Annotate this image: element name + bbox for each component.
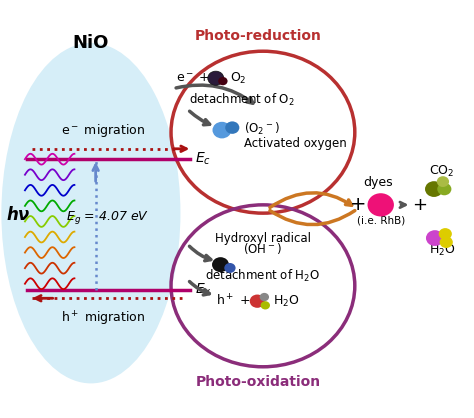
Text: Photo-oxidation: Photo-oxidation (196, 375, 321, 389)
Text: E$_v$: E$_v$ (195, 282, 211, 298)
Text: e$^-$ +: e$^-$ + (176, 72, 210, 85)
Text: E$_g$ = 4.07 eV: E$_g$ = 4.07 eV (66, 209, 149, 226)
Text: (O$_2$$^-$): (O$_2$$^-$) (244, 121, 280, 137)
Text: NiO: NiO (73, 34, 109, 52)
Text: +: + (350, 195, 366, 214)
Text: (i.e. RhB): (i.e. RhB) (356, 216, 405, 226)
Circle shape (367, 193, 394, 217)
Text: Photo-reduction: Photo-reduction (195, 29, 322, 43)
Text: h$^+$ +: h$^+$ + (216, 293, 250, 309)
Circle shape (439, 237, 453, 248)
Circle shape (438, 183, 451, 195)
Text: +: + (412, 196, 427, 214)
Text: detachment of O$_2$: detachment of O$_2$ (189, 92, 294, 108)
Text: H$_2$O: H$_2$O (273, 293, 300, 309)
Ellipse shape (1, 43, 181, 383)
Circle shape (208, 71, 224, 85)
Circle shape (212, 122, 231, 138)
Text: CO$_2$: CO$_2$ (429, 164, 455, 179)
Text: h$^+$ migration: h$^+$ migration (61, 310, 145, 328)
Circle shape (212, 257, 229, 272)
Circle shape (250, 295, 265, 308)
Circle shape (224, 263, 236, 273)
Circle shape (261, 301, 270, 309)
Text: Activated oxygen: Activated oxygen (244, 137, 347, 150)
Text: Hydroxyl radical: Hydroxyl radical (215, 232, 311, 245)
Text: H$_2$O: H$_2$O (428, 243, 455, 258)
Circle shape (425, 181, 443, 197)
Text: E$_c$: E$_c$ (195, 151, 211, 167)
Circle shape (260, 293, 269, 301)
Text: O$_2$: O$_2$ (230, 71, 246, 86)
Text: detachment of H$_2$O: detachment of H$_2$O (205, 268, 320, 284)
Text: (OH$^-$): (OH$^-$) (244, 241, 283, 256)
Text: hν: hν (6, 206, 29, 224)
Text: e$^-$ migration: e$^-$ migration (61, 122, 145, 139)
Circle shape (437, 176, 449, 187)
Circle shape (426, 230, 444, 246)
Circle shape (218, 77, 228, 85)
Text: dyes: dyes (364, 176, 393, 189)
Circle shape (438, 228, 452, 240)
Circle shape (225, 121, 239, 134)
